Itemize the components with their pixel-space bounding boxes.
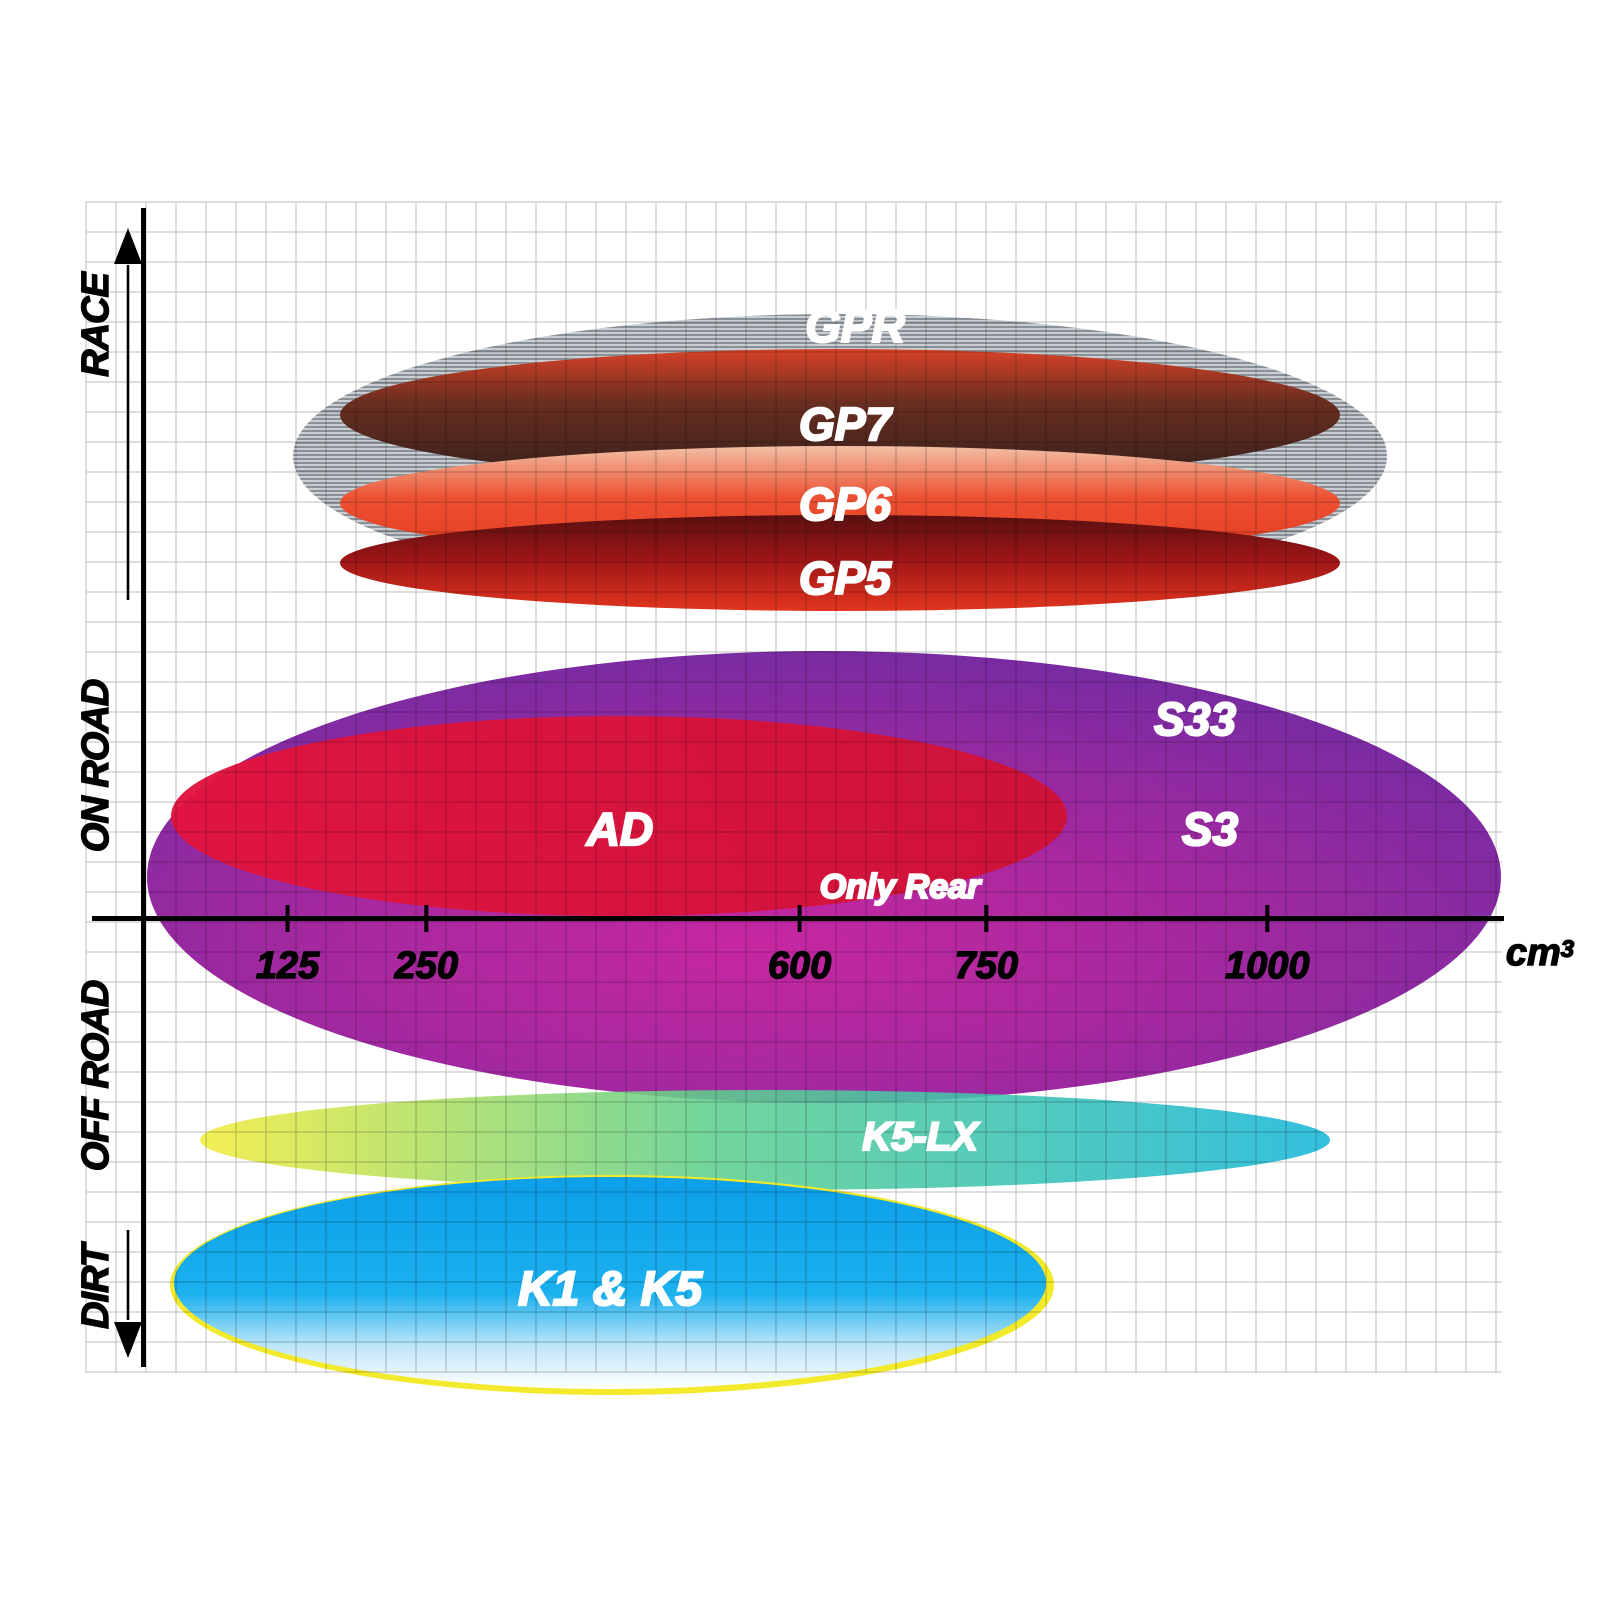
svg-text:ON ROAD: ON ROAD: [75, 679, 117, 852]
svg-text:GP6: GP6: [799, 478, 891, 530]
svg-text:RACE: RACE: [75, 271, 117, 377]
svg-text:750: 750: [955, 945, 1018, 987]
svg-text:DIRT: DIRT: [75, 1241, 117, 1329]
svg-text:S33: S33: [1154, 693, 1236, 745]
svg-text:K5-LX: K5-LX: [862, 1115, 980, 1159]
svg-text:600: 600: [768, 945, 831, 987]
svg-text:cm3: cm3: [1506, 932, 1575, 974]
svg-text:1000: 1000: [1225, 945, 1310, 987]
svg-text:K1 & K5: K1 & K5: [518, 1263, 703, 1316]
svg-text:S3: S3: [1182, 803, 1239, 855]
svg-text:GP5: GP5: [799, 552, 892, 604]
svg-text:AD: AD: [586, 803, 653, 855]
svg-text:GP7: GP7: [799, 398, 893, 450]
svg-text:Only Rear: Only Rear: [820, 868, 982, 906]
svg-text:250: 250: [394, 945, 458, 987]
svg-text:GPR: GPR: [805, 300, 905, 352]
svg-text:OFF ROAD: OFF ROAD: [75, 980, 117, 1171]
svg-text:125: 125: [256, 945, 320, 987]
